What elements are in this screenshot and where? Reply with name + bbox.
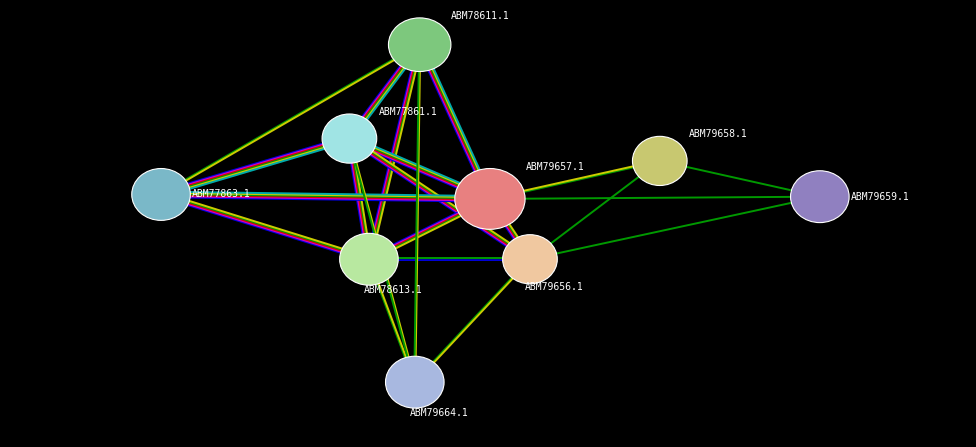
Ellipse shape xyxy=(132,169,190,220)
Ellipse shape xyxy=(632,136,687,186)
Text: ABM79656.1: ABM79656.1 xyxy=(525,283,584,292)
Ellipse shape xyxy=(386,356,444,408)
Ellipse shape xyxy=(340,233,398,285)
Text: ABM77861.1: ABM77861.1 xyxy=(379,107,437,117)
Ellipse shape xyxy=(503,235,557,284)
Text: ABM79657.1: ABM79657.1 xyxy=(526,162,585,172)
Text: ABM79664.1: ABM79664.1 xyxy=(410,408,468,417)
Ellipse shape xyxy=(455,169,525,229)
Text: ABM78611.1: ABM78611.1 xyxy=(451,11,509,21)
Text: ABM78613.1: ABM78613.1 xyxy=(364,285,423,295)
Text: ABM79658.1: ABM79658.1 xyxy=(689,129,748,139)
Text: ABM79659.1: ABM79659.1 xyxy=(851,192,910,202)
Ellipse shape xyxy=(322,114,377,163)
Ellipse shape xyxy=(388,18,451,72)
Text: ABM77863.1: ABM77863.1 xyxy=(192,190,251,199)
Ellipse shape xyxy=(791,171,849,223)
